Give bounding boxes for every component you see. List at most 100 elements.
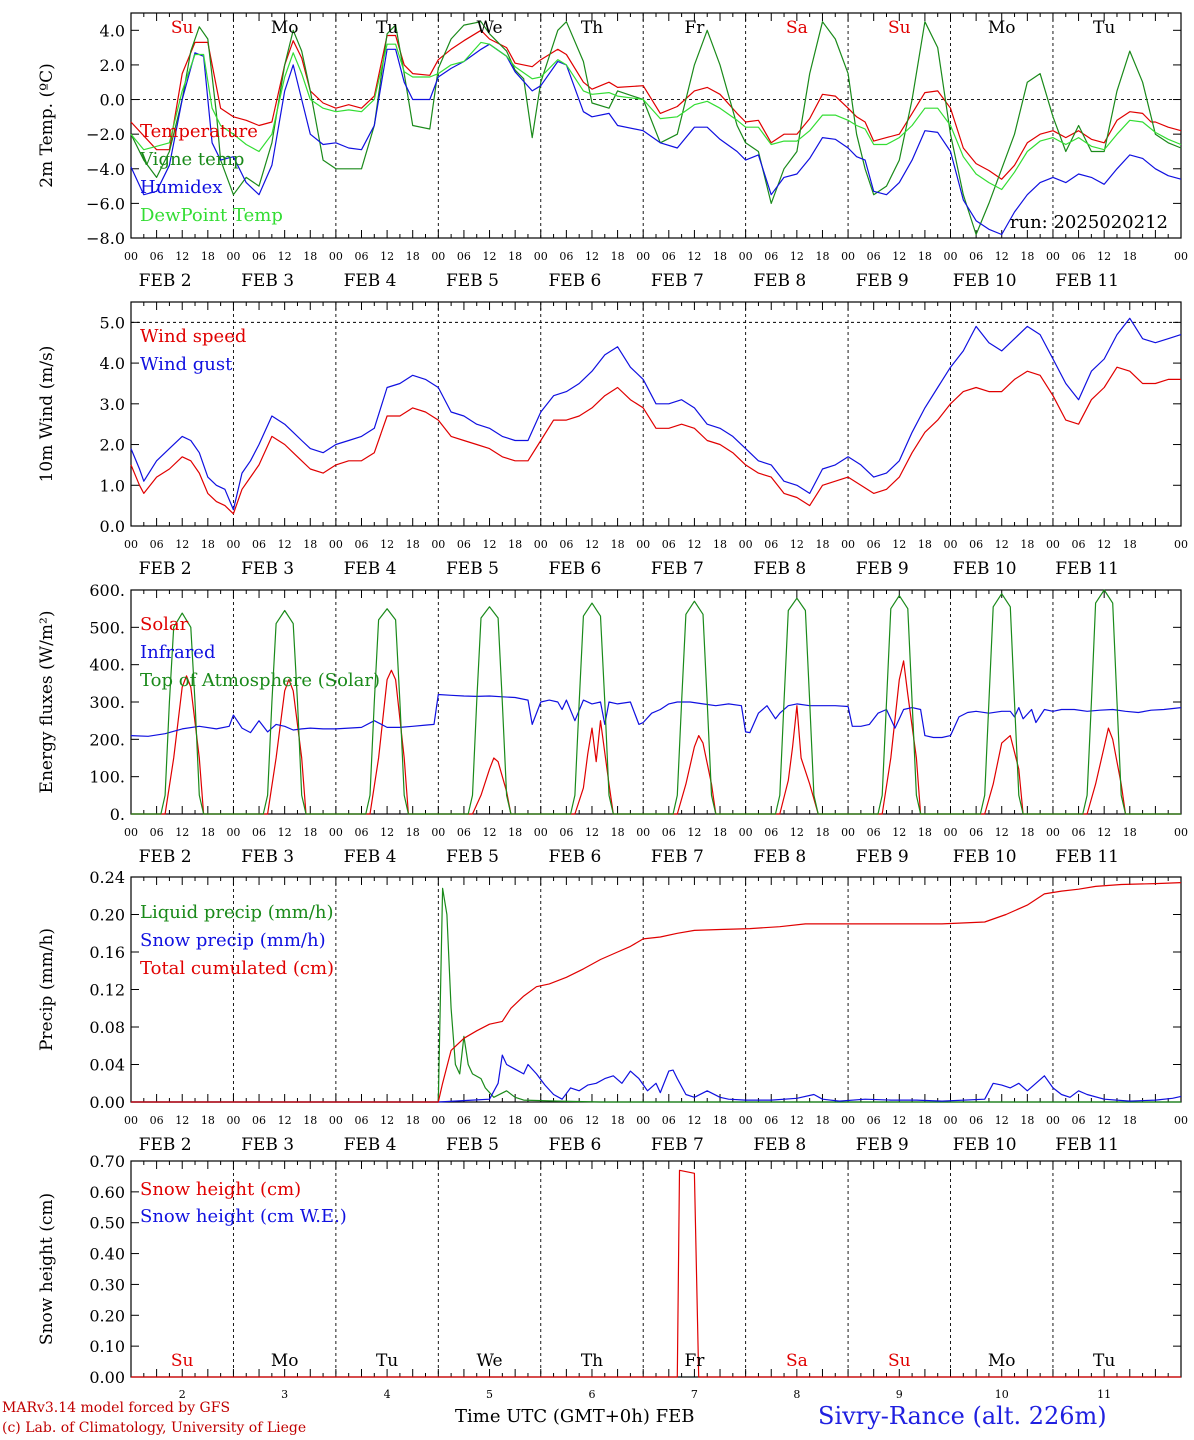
y-tick-label: 0.20 <box>89 1306 125 1325</box>
series-dewpoint-temp <box>130 41 1182 191</box>
date-label: FEB 9 <box>856 559 909 579</box>
date-label: FEB 3 <box>241 1135 294 1155</box>
hour-label: 18 <box>1020 826 1034 839</box>
hour-label: 12 <box>585 538 599 551</box>
hour-label: 00 <box>636 538 650 551</box>
hour-label: 06 <box>969 826 983 839</box>
panel-frame <box>130 589 1182 815</box>
y-tick-label: −2.0 <box>86 125 125 144</box>
hour-label: 00 <box>329 538 343 551</box>
hour-label: 00 <box>1046 538 1060 551</box>
y-tick-label: 2.0 <box>100 56 125 75</box>
date-label: FEB 5 <box>446 559 499 579</box>
date-label: FEB 6 <box>548 847 601 867</box>
day-name-bottom: Mo <box>271 1351 299 1371</box>
legend-entry: Humidex <box>140 177 222 198</box>
hour-label: 00 <box>1174 1114 1188 1127</box>
hour-label: 00 <box>124 1114 138 1127</box>
date-label: FEB 10 <box>953 847 1017 867</box>
hour-label: 12 <box>380 538 394 551</box>
day-name-top: Tu <box>1093 18 1115 38</box>
y-tick-label: 0.12 <box>89 981 125 1000</box>
date-label: FEB 9 <box>856 847 909 867</box>
hour-label: 00 <box>431 250 445 263</box>
legend-entry: Snow height (cm) <box>140 1179 301 1200</box>
hour-label: 06 <box>559 538 573 551</box>
y-axis-label: Energy fluxes (W/m²) <box>37 611 57 794</box>
hour-label: 12 <box>175 538 189 551</box>
date-label: FEB 11 <box>1055 847 1119 867</box>
hour-label: 06 <box>662 1114 676 1127</box>
hour-label: 12 <box>790 250 804 263</box>
hour-label: 12 <box>687 1114 701 1127</box>
hour-label: 18 <box>508 826 522 839</box>
hour-label: 00 <box>124 826 138 839</box>
date-label: FEB 8 <box>753 1135 806 1155</box>
hour-label: 12 <box>995 1114 1009 1127</box>
hour-label: 12 <box>175 1114 189 1127</box>
hour-label: 12 <box>380 250 394 263</box>
date-label: FEB 7 <box>651 847 704 867</box>
y-tick-label: 0.20 <box>89 906 125 925</box>
date-label: FEB 5 <box>446 847 499 867</box>
date-label: FEB 11 <box>1055 1135 1119 1155</box>
y-tick-label: 0.10 <box>89 1337 125 1356</box>
panel-frame <box>130 12 1182 239</box>
series-snow-height-cm- <box>131 1169 1181 1378</box>
day-number: 3 <box>281 1388 288 1401</box>
y-tick-label: 0.24 <box>89 868 125 887</box>
hour-label: 06 <box>150 538 164 551</box>
day-name-bottom: We <box>476 1351 502 1371</box>
y-tick-label: 0.70 <box>89 1152 125 1171</box>
hour-label: 00 <box>431 1114 445 1127</box>
y-tick-label: 0.50 <box>89 1214 125 1233</box>
panel-energy <box>130 589 1182 815</box>
hour-label: 06 <box>969 538 983 551</box>
hour-label: 06 <box>252 826 266 839</box>
hour-label: 18 <box>815 1114 829 1127</box>
hour-label: 06 <box>150 1114 164 1127</box>
hour-label: 06 <box>764 1114 778 1127</box>
hour-label: 18 <box>303 826 317 839</box>
hour-label: 18 <box>611 1114 625 1127</box>
hour-label: 12 <box>483 538 497 551</box>
day-name-bottom: Tu <box>1093 1351 1115 1371</box>
hour-label: 06 <box>150 826 164 839</box>
legend-entry: Wind gust <box>140 354 233 375</box>
hour-label: 12 <box>380 1114 394 1127</box>
date-label: FEB 3 <box>241 271 294 291</box>
hour-label: 12 <box>278 1114 292 1127</box>
y-tick-label: −8.0 <box>86 229 125 248</box>
y-tick-label: 5.0 <box>100 313 125 332</box>
hour-label: 18 <box>201 1114 215 1127</box>
y-axis-label: 10m Wind (m/s) <box>37 346 57 483</box>
hour-label: 12 <box>175 826 189 839</box>
hour-label: 06 <box>662 826 676 839</box>
hour-label: 06 <box>867 250 881 263</box>
day-number: 2 <box>179 1388 186 1401</box>
day-name-top: We <box>476 18 502 38</box>
day-number: 5 <box>486 1388 493 1401</box>
hour-label: 00 <box>534 538 548 551</box>
hour-label: 00 <box>841 826 855 839</box>
y-tick-label: 300. <box>89 693 125 712</box>
legend-entry: Solar <box>140 614 189 635</box>
date-label: FEB 7 <box>651 1135 704 1155</box>
hour-label: 12 <box>585 1114 599 1127</box>
hour-label: 06 <box>354 1114 368 1127</box>
hour-label: 12 <box>278 826 292 839</box>
date-label: FEB 4 <box>344 847 397 867</box>
hour-label: 06 <box>354 826 368 839</box>
date-label: FEB 2 <box>139 847 192 867</box>
hour-label: 18 <box>815 250 829 263</box>
y-tick-label: 600. <box>89 581 125 600</box>
date-label: FEB 6 <box>548 559 601 579</box>
panel-precip <box>130 876 1182 1103</box>
hour-label: 00 <box>841 250 855 263</box>
hour-label: 06 <box>150 250 164 263</box>
hour-label: 18 <box>713 250 727 263</box>
series-vigne-temp <box>130 21 1182 236</box>
hour-label: 18 <box>918 1114 932 1127</box>
day-number: 6 <box>588 1388 595 1401</box>
